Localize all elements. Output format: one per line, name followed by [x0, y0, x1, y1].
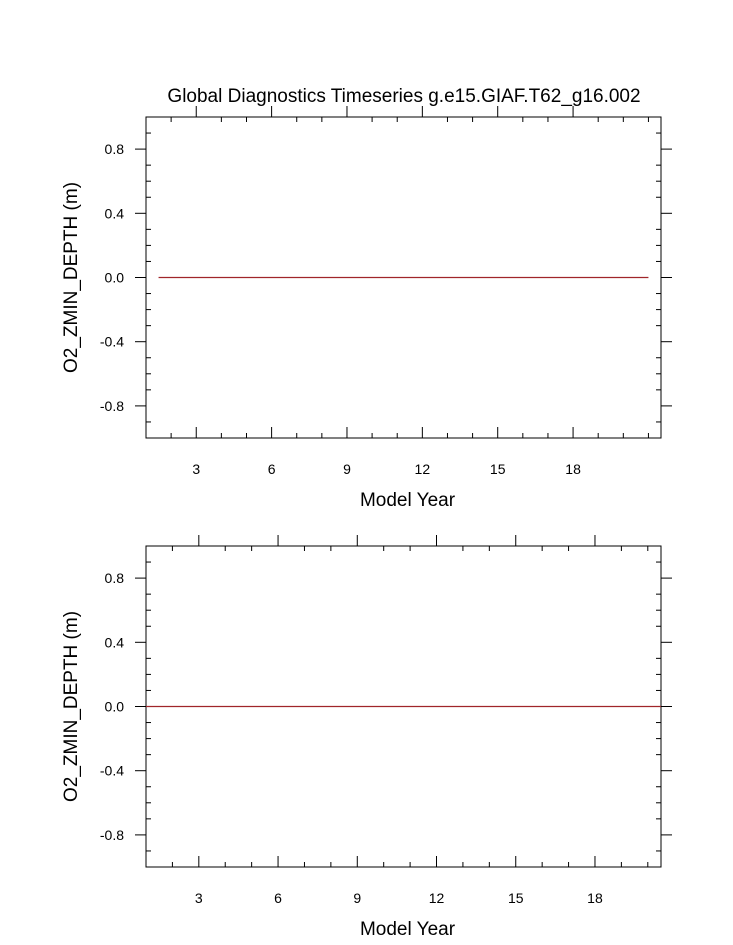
chart-panel-2: 0.8 0.4 0.0 -0.4 -0.8 3 6 9 12 15 18 Model Year O2_Z…	[61, 535, 672, 940]
x-axis-label: Model Year	[360, 919, 456, 940]
x-tick-label: 12	[415, 461, 431, 477]
y-tick-label: -0.4	[100, 763, 124, 779]
x-axis-label: Model Year	[360, 490, 456, 511]
y-tick-label: -0.4	[100, 334, 124, 350]
chart-title: Global Diagnostics Timeseries g.e15.GIAF…	[167, 86, 640, 107]
y-tick-label: 0.4	[105, 634, 125, 650]
y-axis-label: O2_ZMIN_DEPTH (m)	[61, 611, 82, 802]
y-tick-label: 0.0	[105, 699, 125, 715]
y-tick-label: 0.4	[105, 205, 125, 221]
y-tick-label: -0.8	[100, 827, 124, 843]
x-tick-label: 9	[353, 890, 361, 906]
x-tick-label: 18	[587, 890, 603, 906]
y-axis-label: O2_ZMIN_DEPTH (m)	[61, 182, 82, 373]
x-tick-label: 18	[565, 461, 581, 477]
x-tick-label: 15	[508, 890, 524, 906]
chart-panel-1: 0.8 0.4 0.0 -0.4 -0.8 3 6 9 12 15 18 Model Year O2_Z…	[61, 86, 672, 511]
x-tick-label: 9	[343, 461, 351, 477]
x-tick-label: 15	[490, 461, 506, 477]
x-tick-label: 3	[195, 890, 203, 906]
y-tick-label: 0.0	[105, 270, 125, 286]
x-tick-label: 3	[192, 461, 200, 477]
y-tick-label: -0.8	[100, 398, 124, 414]
y-tick-label: 0.8	[105, 570, 125, 586]
x-tick-label: 6	[268, 461, 276, 477]
y-tick-label: 0.8	[105, 141, 125, 157]
x-tick-label: 12	[429, 890, 445, 906]
x-tick-label: 6	[274, 890, 282, 906]
